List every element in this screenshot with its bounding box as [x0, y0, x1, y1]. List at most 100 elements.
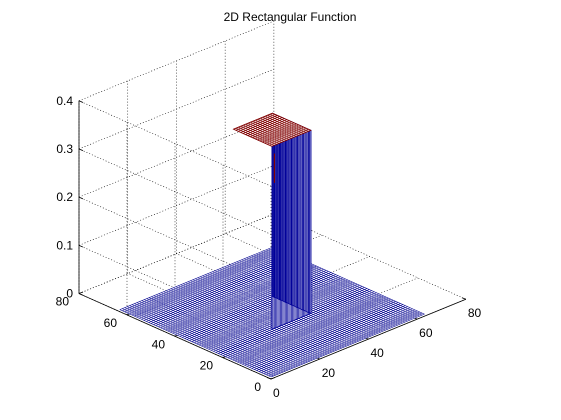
base-mesh-line	[129, 250, 284, 315]
base-mesh-line	[242, 301, 396, 365]
base-mesh-line	[131, 251, 286, 316]
z-tick-mark	[78, 196, 84, 200]
base-mesh-line	[153, 295, 306, 364]
base-mesh-line	[134, 303, 286, 372]
pulse-top-mesh-line	[242, 117, 283, 134]
base-mesh-line	[218, 290, 372, 354]
base-mesh-line	[234, 297, 389, 362]
base-mesh-line	[156, 294, 308, 363]
base-mesh-line	[266, 311, 420, 376]
base-mesh-line	[141, 256, 296, 320]
axis-layer	[78, 100, 467, 380]
base-mesh-line	[263, 310, 418, 374]
y-tick-label: 20	[200, 359, 214, 373]
pulse-top-mesh-line	[238, 115, 278, 132]
base-mesh-line	[168, 289, 320, 358]
base-mesh-line	[191, 278, 346, 342]
base-mesh-line	[136, 302, 289, 371]
z-tick-mark	[78, 244, 84, 248]
pulse-top-mesh-line	[266, 127, 307, 145]
surface-layer	[119, 112, 425, 378]
y-tick-label: 40	[152, 337, 166, 351]
base-mesh-line	[146, 298, 298, 367]
base-mesh-line	[124, 307, 277, 376]
x-tick-label: 20	[322, 366, 336, 380]
base-mesh-line	[122, 247, 276, 311]
pulse-top-mesh-line	[250, 120, 290, 137]
base-mesh-line	[158, 293, 311, 362]
pulse-top-mesh-line	[269, 128, 309, 146]
base-mesh-line	[237, 298, 392, 363]
base-mesh-line	[183, 283, 335, 352]
base-mesh-line	[258, 308, 413, 372]
chart-title: 2D Rectangular Function	[224, 10, 357, 24]
base-mesh-line	[139, 301, 291, 370]
pulse-top-mesh-line	[252, 121, 292, 139]
base-mesh-line	[131, 304, 284, 373]
pulse-top-mesh-line	[257, 123, 297, 141]
x-tick-label: 60	[419, 326, 433, 340]
base-mesh-line	[138, 255, 293, 319]
base-mesh-line	[243, 258, 396, 327]
z-tick-label: 0.4	[56, 94, 73, 108]
y-tick-label: 0	[254, 380, 261, 394]
base-mesh-line	[194, 279, 348, 344]
base-mesh-line	[256, 307, 411, 371]
z-tick-label: 0.1	[56, 238, 73, 252]
y-tick-label: 60	[104, 316, 118, 330]
base-mesh-line	[166, 290, 318, 359]
base-mesh-line	[187, 281, 340, 350]
base-mesh-line	[268, 312, 423, 377]
x-tick-label: 40	[370, 346, 384, 360]
left-wall-gridline-horizontal	[78, 148, 272, 235]
base-mesh-line	[170, 288, 323, 357]
base-mesh-line	[232, 296, 387, 361]
z-tick-mark	[78, 100, 84, 103]
base-mesh-line	[129, 305, 281, 374]
base-mesh-line	[134, 252, 288, 317]
base-mesh-line	[230, 295, 384, 360]
base-mesh-line	[119, 309, 272, 378]
pulse-top-mesh-line	[233, 112, 273, 130]
base-mesh-line	[119, 246, 274, 310]
z-tick-label: 0.3	[56, 142, 73, 156]
z-tick-mark	[78, 293, 84, 296]
base-mesh-line	[163, 291, 315, 360]
pulse-top-mesh-line	[240, 116, 280, 133]
base-mesh-line	[124, 248, 279, 313]
y-tick-mark	[78, 291, 84, 294]
pulse-top-mesh-line	[247, 119, 287, 136]
x-tick-label: 80	[468, 306, 482, 320]
pulse-top-mesh-line	[259, 124, 299, 142]
pulse-top-mesh-line	[264, 126, 304, 144]
base-mesh-line	[148, 297, 301, 366]
base-mesh-line	[220, 291, 375, 355]
base-mesh-line	[195, 278, 347, 347]
base-mesh-line	[241, 259, 393, 328]
base-mesh-line	[261, 309, 416, 373]
right-wall-gridline-horizontal	[78, 213, 274, 294]
pulse-top-mesh-line	[271, 130, 311, 147]
z-tick-mark	[78, 148, 84, 152]
base-mesh-line	[236, 261, 389, 330]
right-wall-gridline-horizontal	[78, 68, 274, 150]
y-tick-mark	[270, 377, 276, 380]
y-tick-label: 80	[56, 295, 70, 309]
base-mesh-line	[192, 279, 345, 348]
base-mesh-line	[251, 305, 406, 369]
base-mesh-line	[270, 313, 425, 378]
z-tick-label: 0	[66, 287, 73, 301]
base-mesh-line	[184, 275, 339, 339]
base-mesh-line	[136, 254, 291, 318]
base-mesh-line	[126, 249, 281, 314]
right-wall-gridline-horizontal	[78, 20, 274, 102]
x-tick-mark	[461, 297, 467, 300]
base-mesh-line	[189, 277, 344, 341]
base-mesh-line	[254, 306, 408, 370]
x-tick-label: 0	[273, 386, 280, 400]
base-mesh-line	[122, 308, 274, 377]
base-mesh-line	[186, 276, 341, 340]
